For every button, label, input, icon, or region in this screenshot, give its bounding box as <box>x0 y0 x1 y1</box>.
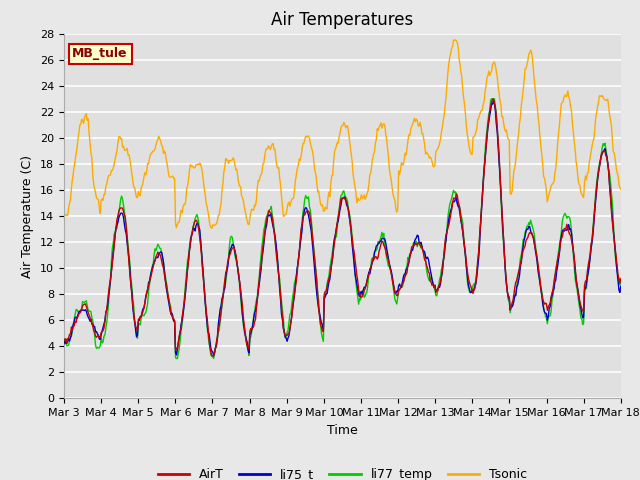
li77_temp <box>313 278 321 284</box>
X-axis label: Time: Time <box>327 424 358 437</box>
Tsonic <box>60 214 68 220</box>
li75_t <box>490 97 497 103</box>
Line: Tsonic: Tsonic <box>64 40 621 228</box>
Tsonic <box>617 186 625 192</box>
Line: li75_t: li75_t <box>64 100 621 356</box>
li75_t <box>204 320 211 326</box>
li77_temp <box>204 332 212 337</box>
AirT <box>433 287 440 292</box>
li77_temp <box>173 356 180 361</box>
Tsonic <box>450 37 458 43</box>
Line: li77_temp: li77_temp <box>64 99 621 359</box>
Text: MB_tule: MB_tule <box>72 48 128 60</box>
AirT <box>313 280 321 286</box>
Line: AirT: AirT <box>64 99 621 356</box>
li77_temp <box>60 336 68 342</box>
li77_temp <box>617 280 625 286</box>
AirT <box>209 353 216 359</box>
AirT <box>617 276 625 282</box>
li77_temp <box>480 165 488 171</box>
Tsonic <box>204 204 211 210</box>
li77_temp <box>389 283 397 289</box>
AirT <box>480 167 488 173</box>
li75_t <box>433 288 440 294</box>
Legend: AirT, li75_t, li77_temp, Tsonic: AirT, li75_t, li77_temp, Tsonic <box>153 463 532 480</box>
li75_t <box>313 291 321 297</box>
li77_temp <box>433 293 440 299</box>
li75_t <box>389 279 397 285</box>
Tsonic <box>313 181 321 187</box>
AirT <box>489 96 497 102</box>
li77_temp <box>488 96 495 102</box>
Tsonic <box>481 88 489 94</box>
Title: Air Temperatures: Air Temperatures <box>271 11 413 29</box>
Tsonic <box>159 144 166 149</box>
li75_t <box>480 166 488 172</box>
Y-axis label: Air Temperature (C): Air Temperature (C) <box>22 155 35 277</box>
li77_temp <box>159 254 166 260</box>
li75_t <box>159 254 166 260</box>
AirT <box>204 315 211 321</box>
AirT <box>159 262 166 268</box>
Tsonic <box>433 147 440 153</box>
AirT <box>60 336 68 342</box>
li75_t <box>617 283 625 289</box>
Tsonic <box>208 226 216 231</box>
li75_t <box>60 341 68 347</box>
li75_t <box>210 353 218 359</box>
Tsonic <box>389 192 397 198</box>
AirT <box>389 281 397 287</box>
